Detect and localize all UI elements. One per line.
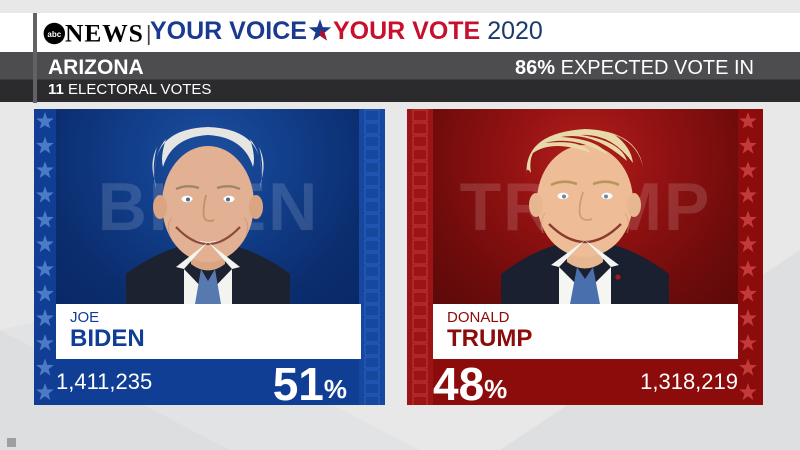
svg-text:NEWS: NEWS [65, 19, 144, 48]
svg-text:abc: abc [47, 30, 61, 39]
